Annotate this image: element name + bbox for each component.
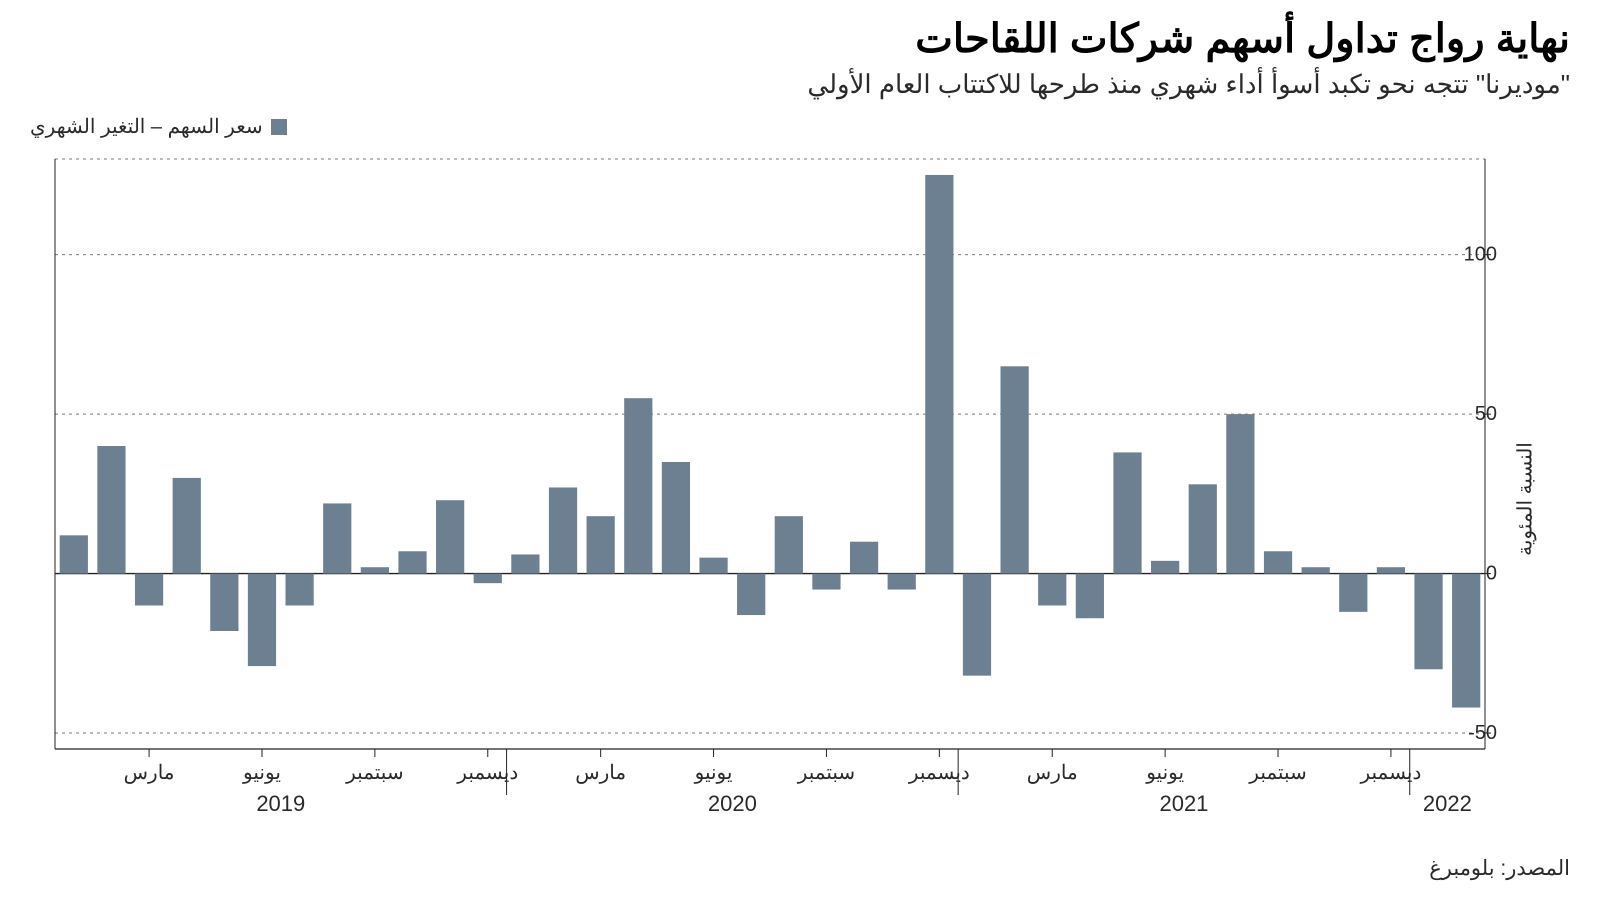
bar — [361, 567, 389, 573]
x-month-label: ديسمبر — [1359, 762, 1421, 784]
bar — [1151, 561, 1179, 574]
bar — [474, 574, 502, 584]
bar — [549, 487, 577, 573]
chart-source: المصدر: بلومبرغ — [30, 856, 1570, 881]
bar — [699, 558, 727, 574]
bar — [963, 574, 991, 676]
chart-subtitle: "موديرنا" تتجه نحو تكبد أسوأ أداء شهري م… — [30, 69, 1570, 100]
bar — [850, 542, 878, 574]
bar — [1000, 366, 1028, 573]
bar — [398, 551, 426, 573]
x-year-label: 2022 — [1423, 791, 1472, 816]
y-axis-title: النسبة المئوية — [1513, 442, 1538, 556]
svg-text:100: 100 — [1464, 244, 1497, 266]
x-year-label: 2019 — [256, 791, 305, 816]
bar — [135, 574, 163, 606]
bar — [1189, 484, 1217, 573]
x-month-label: مارس — [1027, 762, 1078, 784]
bar — [173, 478, 201, 574]
bar — [436, 500, 464, 573]
x-month-label: يونيو — [694, 762, 733, 784]
bar — [775, 516, 803, 573]
bar-chart-svg: 50-050100مارسيونيوسبتمبرديسمبرمارسيونيوس… — [30, 149, 1570, 829]
x-month-label: يونيو — [242, 762, 281, 784]
bar — [285, 574, 313, 606]
bar — [737, 574, 765, 615]
bar — [1264, 551, 1292, 573]
bar — [624, 398, 652, 573]
chart-legend: سعر السهم – التغير الشهري — [30, 114, 1570, 139]
bar — [1076, 574, 1104, 619]
x-month-label: سبتمبر — [345, 762, 403, 784]
x-month-label: ديسمبر — [456, 762, 518, 784]
bar — [888, 574, 916, 590]
x-month-label: مارس — [575, 762, 626, 784]
bar — [587, 516, 615, 573]
x-month-label: يونيو — [1145, 762, 1184, 784]
x-year-label: 2021 — [1159, 791, 1208, 816]
bar — [1302, 567, 1330, 573]
bar — [1452, 574, 1480, 708]
x-month-label: مارس — [124, 762, 175, 784]
bar — [210, 574, 238, 631]
x-month-label: سبتمبر — [1248, 762, 1306, 784]
x-month-label: سبتمبر — [797, 762, 855, 784]
bar — [1226, 414, 1254, 573]
bar — [812, 574, 840, 590]
bar — [511, 554, 539, 573]
chart-area: 50-050100مارسيونيوسبتمبرديسمبرمارسيونيوس… — [30, 149, 1570, 848]
bar — [1414, 574, 1442, 670]
bar — [1113, 452, 1141, 573]
bar — [248, 574, 276, 666]
bar — [1038, 574, 1066, 606]
bar — [925, 175, 953, 574]
svg-text:50-: 50- — [1468, 722, 1497, 744]
x-year-label: 2020 — [708, 791, 757, 816]
x-month-label: ديسمبر — [908, 762, 970, 784]
bar — [60, 535, 88, 573]
chart-title: نهاية رواج تداول أسهم شركات اللقاحات — [30, 15, 1570, 63]
legend-label: سعر السهم – التغير الشهري — [30, 114, 263, 139]
bar — [97, 446, 125, 574]
bar — [323, 503, 351, 573]
bar — [662, 462, 690, 574]
legend-swatch — [271, 119, 287, 135]
bar — [1339, 574, 1367, 612]
bar — [1377, 567, 1405, 573]
